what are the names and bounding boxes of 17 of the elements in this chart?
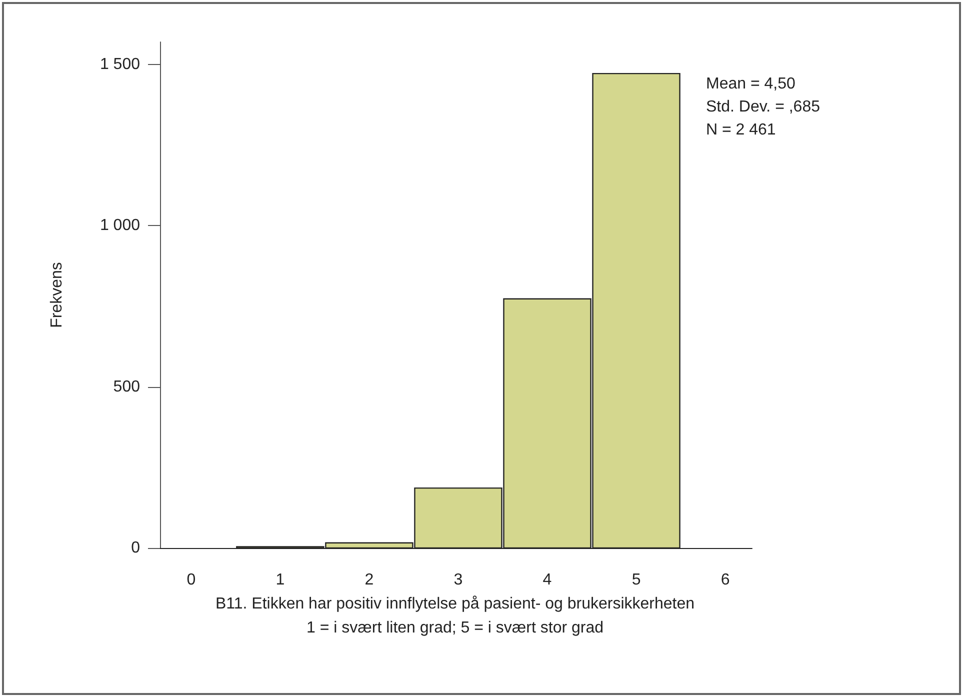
annotation: N = 2 461: [706, 122, 776, 138]
x-tick-label: 4: [542, 572, 552, 588]
x-tick-label: 3: [454, 572, 463, 588]
y-tick-label: 500: [113, 378, 140, 396]
x-tick-label: 0: [186, 572, 196, 588]
annotation: Mean = 4,50: [706, 76, 796, 92]
x-tick-label: 1: [276, 572, 285, 588]
y-tick-label: 1 000: [100, 217, 140, 234]
y-tick-label: 1 500: [100, 56, 140, 74]
x-tick-label: 5: [632, 572, 641, 588]
x-tick-label: 6: [720, 572, 730, 588]
y-tick-label: 0: [131, 540, 140, 556]
text: 1 = i svært liten grad; 5 = i svært stor grad: [306, 620, 604, 636]
y-axis-title: Frekvens: [48, 262, 66, 328]
x-tick-label: 2: [364, 572, 374, 588]
x-axis-title: B11. Etikken har positiv innflytelse på pasient- og brukersikkerheten: [215, 596, 695, 612]
annotation: Std. Dev. = ,685: [706, 98, 820, 116]
